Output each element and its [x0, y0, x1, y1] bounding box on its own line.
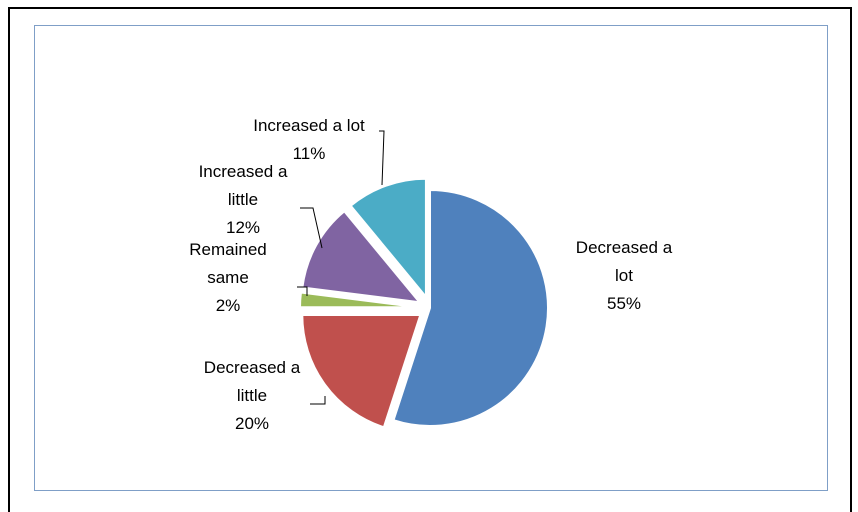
- pie-slice-decreased-a-lot: [392, 188, 549, 427]
- data-label-decreased-a-little: Decreased a little 20%: [204, 358, 301, 433]
- data-label-increased-a-lot: Increased a lot 11%: [253, 116, 365, 163]
- pie-slice-increased-a-little: [301, 209, 422, 304]
- pie-slice-increased-a-lot: [349, 177, 427, 300]
- leader-line: [379, 130, 385, 186]
- leader-line: [300, 207, 323, 249]
- leader-line: [297, 286, 308, 296]
- outer-frame: [8, 7, 852, 512]
- pie-slice-decreased-a-little: [301, 314, 422, 429]
- data-label-remained-same: Remained same 2%: [189, 240, 267, 315]
- data-label-decreased-a-lot: Decreased a lot 55%: [576, 238, 673, 313]
- leader-line: [310, 396, 326, 405]
- pie-slice-remained-same: [299, 291, 419, 309]
- data-label-increased-a-little: Increased a little 12%: [199, 162, 288, 237]
